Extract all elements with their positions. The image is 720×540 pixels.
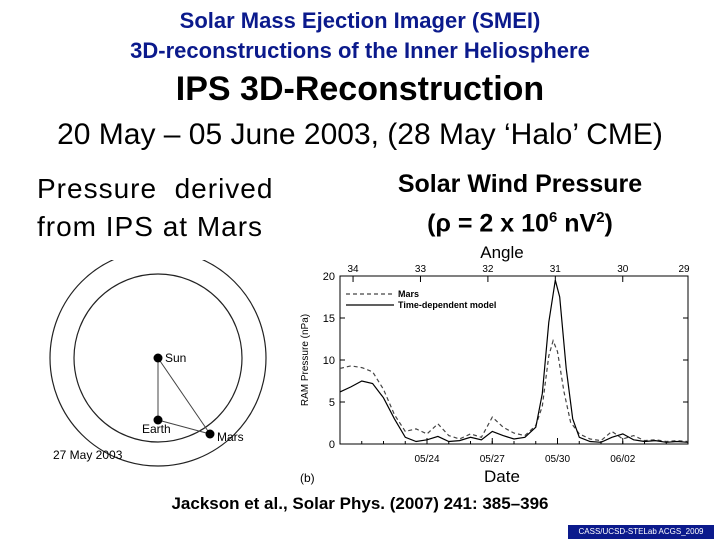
formula-exponent-2: 2 [596,209,605,226]
right-label: Solar Wind Pressure (ρ = 2 x 106 nV2) [365,168,675,240]
left-label-line-1: Pressure derived [37,173,274,204]
left-label-line-2: from IPS at Mars [37,211,264,242]
y-axis: 0 5 10 15 20 [323,271,688,451]
date-label: 27 May 2003 [53,448,123,462]
top-axis-ticks: 34 33 32 31 30 29 [347,264,690,282]
formula-exponent: 6 [548,209,558,226]
legend-label-model: Time-dependent model [398,300,496,310]
formula-prefix: (ρ = 2 x 10 [427,209,549,238]
top-tick-label: 34 [347,264,359,275]
citation: Jackson et al., Solar Phys. (2007) 241: … [171,494,549,513]
formula-suffix: ) [604,209,613,238]
chart-legend: Mars Time-dependent model [346,289,496,310]
mars-label: Mars [217,430,244,444]
y-tick-label: 15 [323,313,335,325]
title-line-1: Solar Mass Ejection Imager (SMEI) [179,8,541,33]
top-axis-title: Angle [480,243,523,262]
top-tick-label: 31 [550,264,562,275]
earth-dot [153,415,163,425]
x-tick-label: 05/30 [545,454,570,465]
y-tick-label: 20 [323,271,335,283]
series-line-mars [339,338,689,443]
x-tick-label: 05/27 [480,454,505,465]
panel-label: (b) [300,471,315,485]
x-axis: 05/24 05/27 05/30 06/02 [339,438,689,465]
mars-orbit [49,260,267,467]
earth-label: Earth [142,422,171,436]
y-tick-label: 10 [323,355,335,367]
sun-dot [153,353,163,363]
x-tick-label: 06/02 [610,454,635,465]
formula-mid: nV [557,209,597,238]
footer-badge: CASS/UCSD-STELab ACGS_2009 [568,525,714,539]
sun-mars-line [157,357,211,435]
title-line-2: 3D-reconstructions of the Inner Heliosph… [130,38,590,63]
top-tick-label: 29 [678,264,690,275]
subtitle: IPS 3D-Reconstruction [175,70,545,108]
x-axis-label: Date [484,467,520,486]
x-tick-label: 05/24 [414,454,439,465]
mars-dot [205,429,215,439]
right-label-line-1: Solar Wind Pressure [397,170,643,198]
y-tick-label: 0 [329,439,335,451]
top-tick-label: 30 [617,264,629,275]
top-tick-label: 33 [415,264,427,275]
right-label-line-2: (ρ = 2 x 106 nV2) [365,201,675,240]
earth-orbit [73,273,243,443]
y-axis-label: RAM Pressure (nPa) [300,314,311,406]
top-tick-label: 32 [482,264,494,275]
earth-mars-line [157,419,211,435]
sun-label: Sun [165,351,186,365]
plot-frame [339,275,689,445]
y-tick-label: 5 [329,397,335,409]
series-line-model [339,280,689,443]
orbit-diagram: Sun Earth Mars 27 May 2003 [49,260,267,467]
legend-label-mars: Mars [398,289,419,299]
left-label: Pressure derived from IPS at Mars [37,170,273,246]
date-range: 20 May – 05 June 2003, (28 May ‘Halo’ CM… [57,118,663,151]
chart-series [339,280,689,443]
